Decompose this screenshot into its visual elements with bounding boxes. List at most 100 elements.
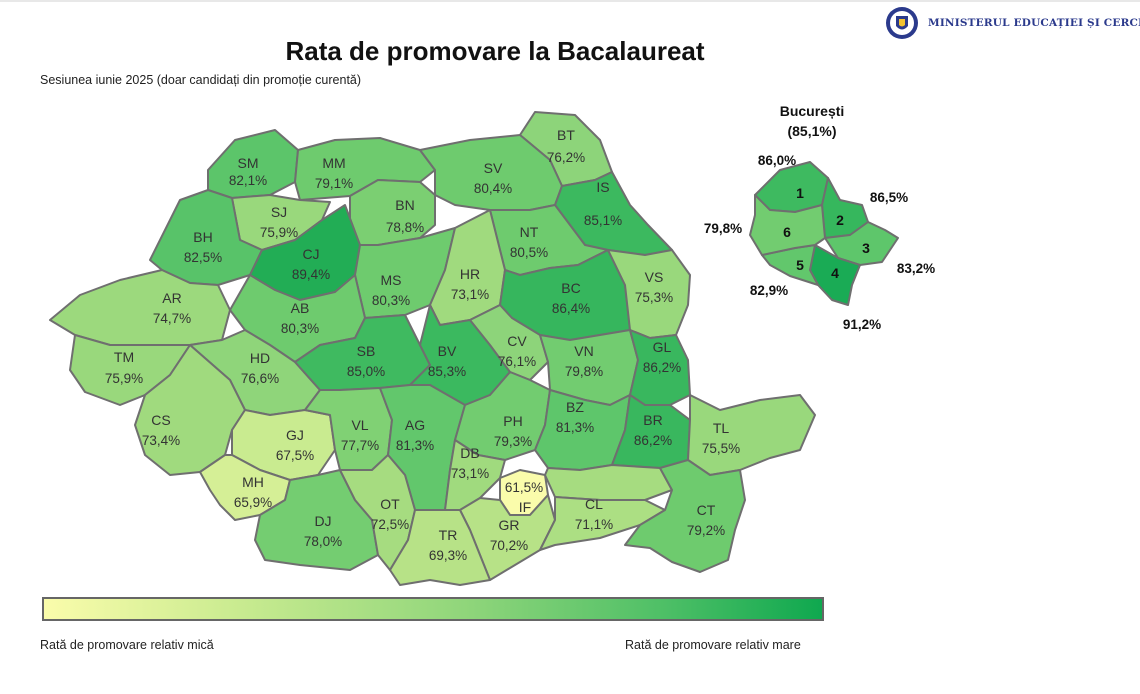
sector-6-number: 6 [783,224,791,240]
bucuresti-total: (85,1%) [787,123,836,139]
county-shapes [49,111,816,586]
county-value-SJ: 75,9% [260,225,298,240]
county-code-BN: BN [395,197,414,213]
county-code-SM: SM [238,155,259,171]
county-code-MM: MM [322,155,345,171]
county-value-CT: 79,2% [687,523,725,538]
sector-5-value: 82,9% [750,283,788,298]
county-value-GJ: 67,5% [276,448,314,463]
county-CL[interactable] [539,496,666,551]
county-value-MM: 79,1% [315,176,353,191]
map-title: Rata de promovare la Bacalaureat [285,36,705,66]
county-code-AB: AB [291,300,310,316]
county-TL[interactable] [687,394,816,476]
county-code-PH: PH [503,413,522,429]
ministry-name: MINISTERUL EDUCAȚIEI ȘI CERCETĂRII [928,17,1140,29]
county-code-TL: TL [713,420,730,436]
county-value-TM: 75,9% [105,371,143,386]
county-CS[interactable] [134,344,246,476]
county-value-IS: 85,1% [584,213,622,228]
county-code-VS: VS [645,269,664,285]
county-value-HD: 76,6% [241,371,279,386]
county-CT[interactable] [624,459,746,573]
county-code-CT: CT [697,502,716,518]
county-code-BT: BT [557,127,575,143]
sector-6-value: 79,8% [704,221,742,236]
county-value-CJ: 89,4% [292,267,330,282]
sector-5-number: 5 [796,257,804,273]
county-code-IF: IF [519,499,531,515]
county-code-BZ: BZ [566,399,584,415]
county-code-SJ: SJ [271,204,287,220]
county-value-TR: 69,3% [429,548,467,563]
county-value-BC: 86,4% [552,301,590,316]
county-TR[interactable] [389,509,491,586]
county-code-CJ: CJ [302,246,319,262]
county-code-SV: SV [484,160,503,176]
county-value-VL: 77,7% [341,438,379,453]
county-code-CL: CL [585,496,603,512]
county-value-PH: 79,3% [494,434,532,449]
county-labels: SM 82,1% MM 79,1% BT 76,2% SV 80,4% IS 85,1% BN 78,… [105,127,740,563]
bucuresti-title: București [780,103,845,119]
county-code-MS: MS [381,272,402,288]
county-value-AR: 74,7% [153,311,191,326]
county-value-SV: 80,4% [474,181,512,196]
county-value-SM: 82,1% [229,173,267,188]
county-value-DJ: 78,0% [304,534,342,549]
county-code-VL: VL [351,417,368,433]
county-value-DB: 73,1% [451,466,489,481]
top-divider [0,0,1140,2]
county-code-BV: BV [438,343,457,359]
county-value-VS: 75,3% [635,290,673,305]
bucuresti-sectors [749,161,899,306]
county-value-MH: 65,9% [234,495,272,510]
county-code-VN: VN [574,343,593,359]
county-value-AG: 81,3% [396,438,434,453]
county-code-MH: MH [242,474,264,490]
county-code-GR: GR [499,517,520,533]
county-value-NT: 80,5% [510,245,548,260]
county-value-IF: 61,5% [505,480,543,495]
sector-3-value: 83,2% [897,261,935,276]
sector-2-value: 86,5% [870,190,908,205]
romania-county-map: SM 82,1% MM 79,1% BT 76,2% SV 80,4% IS 85,1% BN 78,… [49,103,935,586]
ministry-logo: MINISTERUL EDUCAȚIEI ȘI CERCETĂRII [884,6,1140,40]
county-value-MS: 80,3% [372,293,410,308]
county-code-BR: BR [643,412,662,428]
county-code-TR: TR [439,527,458,543]
county-GL[interactable] [629,329,691,406]
sector-6[interactable] [749,194,826,256]
sector-1-number: 1 [796,185,804,201]
county-code-CS: CS [151,412,170,428]
county-VS[interactable] [607,249,691,339]
sector-1-value: 86,0% [758,153,796,168]
county-code-OT: OT [380,496,400,512]
legend-low-label: Rată de promovare relativ mică [40,638,214,652]
county-value-GL: 86,2% [643,360,681,375]
county-code-SB: SB [357,343,376,359]
county-value-GR: 70,2% [490,538,528,553]
county-code-HR: HR [460,266,480,282]
sector-1[interactable] [754,161,829,213]
county-value-TL: 75,5% [702,441,740,456]
county-value-AB: 80,3% [281,321,319,336]
county-value-SB: 85,0% [347,364,385,379]
county-BN[interactable] [349,179,436,246]
sector-2-number: 2 [836,212,844,228]
county-code-AR: AR [162,290,181,306]
county-value-BV: 85,3% [428,364,466,379]
county-code-AG: AG [405,417,425,433]
legend-gradient-bar [42,597,824,621]
legend-high-label: Rată de promovare relativ mare [625,638,801,652]
county-value-CL: 71,1% [575,517,613,532]
county-IL[interactable] [544,464,673,501]
county-value-OT: 72,5% [371,517,409,532]
county-code-BC: BC [561,280,580,296]
county-code-HD: HD [250,350,270,366]
map-subtitle: Sesiunea iunie 2025 (doar candidați din … [40,73,362,87]
county-value-VN: 79,8% [565,364,603,379]
county-code-GJ: GJ [286,427,304,443]
county-code-BH: BH [193,229,212,245]
county-code-TM: TM [114,349,134,365]
